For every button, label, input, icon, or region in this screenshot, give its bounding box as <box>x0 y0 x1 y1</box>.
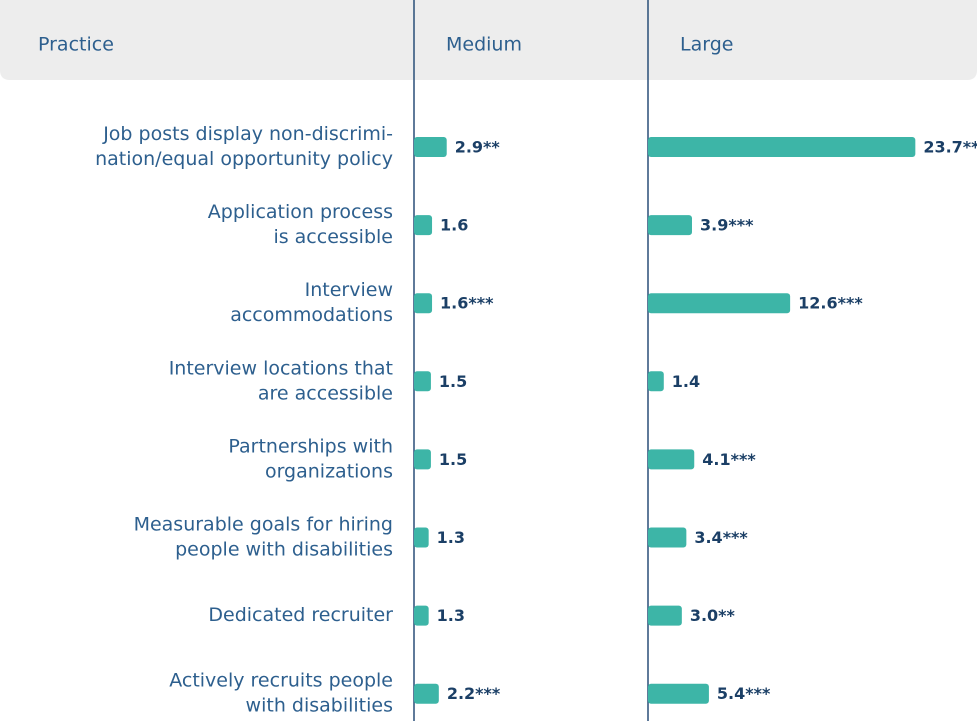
value-label: 1.5 <box>439 372 467 391</box>
category-label: Interview <box>305 279 393 301</box>
value-label: 4.1*** <box>702 450 756 469</box>
category-label: Job posts display non-discrimi- <box>102 123 393 145</box>
category-label: Actively recruits people <box>169 670 393 692</box>
series-header: Large <box>680 34 733 56</box>
bar <box>414 137 447 157</box>
column-header: Practice <box>38 34 114 56</box>
bar <box>414 605 429 626</box>
value-label: 3.4*** <box>694 528 748 547</box>
category-label: Application process <box>208 201 393 223</box>
bar <box>648 527 687 548</box>
category-label: with disabilities <box>246 695 393 717</box>
category-label: Partnerships with <box>228 435 393 457</box>
value-label: 3.0** <box>690 606 736 625</box>
category-label: people with disabilities <box>175 539 393 561</box>
bar <box>414 683 439 704</box>
series-header: Medium <box>446 34 522 56</box>
category-label: Interview locations that <box>169 357 393 379</box>
value-label: 1.4 <box>672 372 700 391</box>
bar <box>414 215 433 236</box>
bar <box>648 371 664 392</box>
category-label: accommodations <box>230 304 393 326</box>
bar <box>648 293 791 314</box>
value-label: 1.3 <box>437 528 465 547</box>
bar <box>648 449 695 470</box>
header-band <box>0 0 977 80</box>
bar <box>414 293 433 314</box>
category-label: are accessible <box>258 382 393 404</box>
bar <box>648 605 682 626</box>
category-label: nation/equal opportunity policy <box>95 148 393 170</box>
value-label: 2.2*** <box>447 684 501 703</box>
bar <box>414 449 431 470</box>
bar <box>414 371 431 392</box>
bar <box>648 137 916 157</box>
value-label: 1.6 <box>440 216 468 235</box>
category-label: organizations <box>265 460 393 482</box>
bar <box>648 683 709 704</box>
bar <box>648 215 692 236</box>
value-label: 3.9*** <box>700 216 754 235</box>
value-label: 12.6*** <box>798 294 863 313</box>
value-label: 5.4*** <box>717 684 771 703</box>
category-label: is accessible <box>273 226 393 248</box>
bar <box>414 527 429 548</box>
category-label: Measurable goals for hiring <box>134 514 393 536</box>
value-label: 1.5 <box>439 450 467 469</box>
value-label: 1.6*** <box>440 294 494 313</box>
value-label: 1.3 <box>437 606 465 625</box>
value-label: 23.7*** <box>923 138 977 157</box>
value-label: 2.9** <box>455 138 501 157</box>
category-label: Dedicated recruiter <box>208 604 393 626</box>
